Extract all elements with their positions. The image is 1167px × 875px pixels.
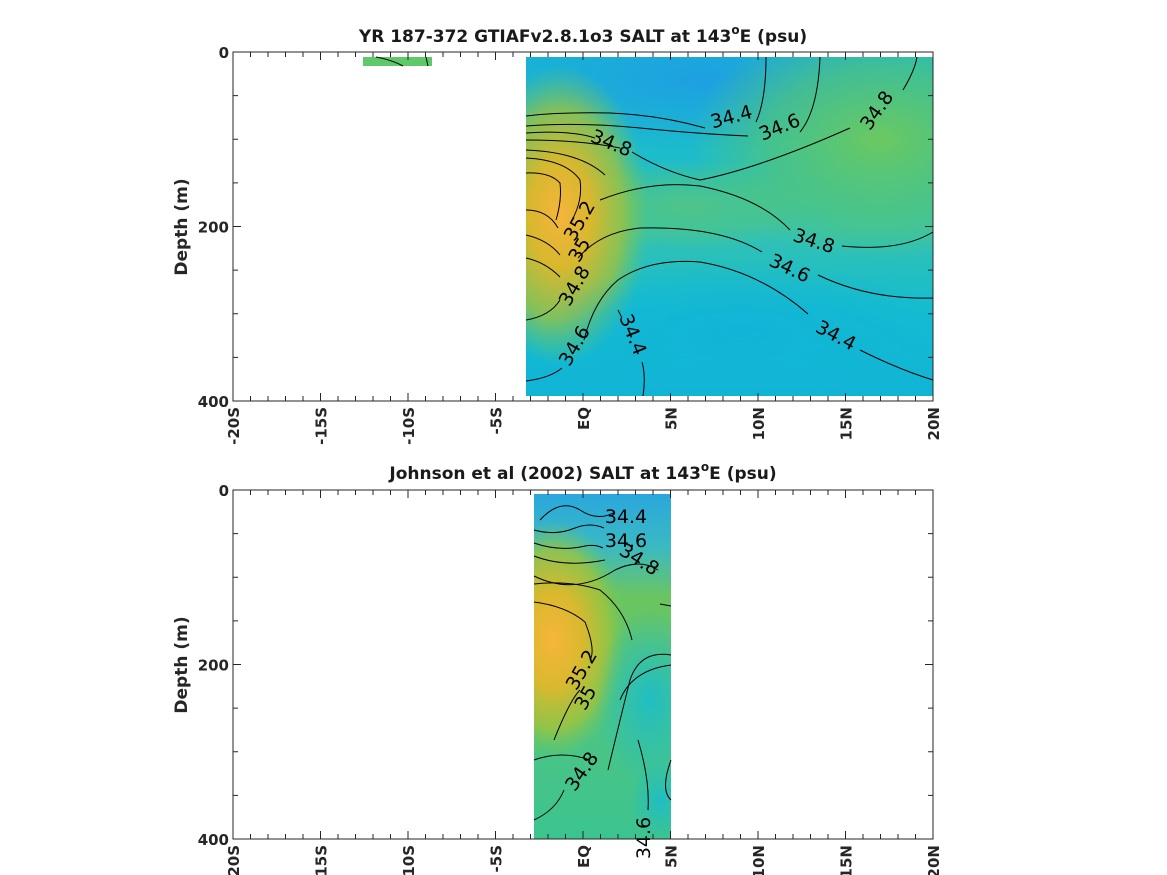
x-tick-label: 20N: [925, 845, 943, 875]
title-top: YR 187-372 GTIAFv2.8.1o3 SALT at 143oE (…: [358, 23, 807, 47]
panel-top: YR 187-372 GTIAFv2.8.1o3 SALT at 143oE (…: [172, 23, 943, 445]
y-tick-label: 200: [198, 657, 229, 675]
x-tick-label: 5N: [663, 845, 681, 868]
x-tick-label: -20S: [225, 845, 243, 875]
x-tick-label: 20N: [925, 407, 943, 440]
y-ticks-top: 0 200 400: [198, 44, 933, 411]
x-tick-label: 10N: [750, 845, 768, 875]
x-tick-label: 10N: [750, 407, 768, 440]
x-tick-label: 15N: [838, 407, 856, 440]
y-axis-label-top: Depth (m): [172, 178, 192, 275]
salinity-field-bottom: [534, 494, 671, 839]
x-tick-label: -10S: [400, 845, 418, 875]
x-tick-label: 15N: [838, 845, 856, 875]
contour-labels-top: 34.4 34.6 34.8 34.8 35.2 35 34.8 34.6 34…: [555, 87, 899, 370]
contours-bottom: [533, 505, 672, 821]
x-tick-label: -5S: [488, 407, 506, 434]
y-axis-label-bottom: Depth (m): [172, 616, 192, 713]
x-ticks-bottom: -20S -15S -10S -5S EQ 5N 10N 15N 20N: [225, 490, 943, 875]
contour-label: 34.6: [605, 530, 647, 552]
panel-bottom: Johnson et al (2002) SALT at 143oE (psu): [172, 460, 943, 875]
x-tick-label: 5N: [663, 407, 681, 430]
x-tick-label: EQ: [575, 845, 593, 868]
contour-label: 34.6: [633, 817, 655, 859]
x-tick-label: EQ: [575, 407, 593, 430]
x-tick-label: -10S: [400, 407, 418, 445]
salinity-patch-top: [363, 57, 432, 66]
x-ticks-top: -20S -15S -10S -5S EQ 5N 10N 15N 20N: [225, 52, 943, 445]
x-tick-label: -15S: [313, 407, 331, 445]
y-tick-label: 200: [198, 219, 229, 237]
x-tick-label: -5S: [488, 845, 506, 872]
salinity-field-top: [526, 57, 933, 396]
contour-label: 34.4: [605, 506, 647, 528]
y-ticks-bottom: 0 200 400: [198, 482, 933, 849]
title-bottom: Johnson et al (2002) SALT at 143oE (psu): [388, 460, 776, 484]
x-tick-label: -20S: [225, 407, 243, 445]
y-tick-label: 400: [198, 393, 229, 411]
y-tick-label: 0: [219, 482, 229, 500]
y-tick-label: 0: [219, 44, 229, 62]
contours-top: [525, 56, 934, 397]
x-tick-label: -15S: [313, 845, 331, 875]
y-tick-label: 400: [198, 831, 229, 849]
